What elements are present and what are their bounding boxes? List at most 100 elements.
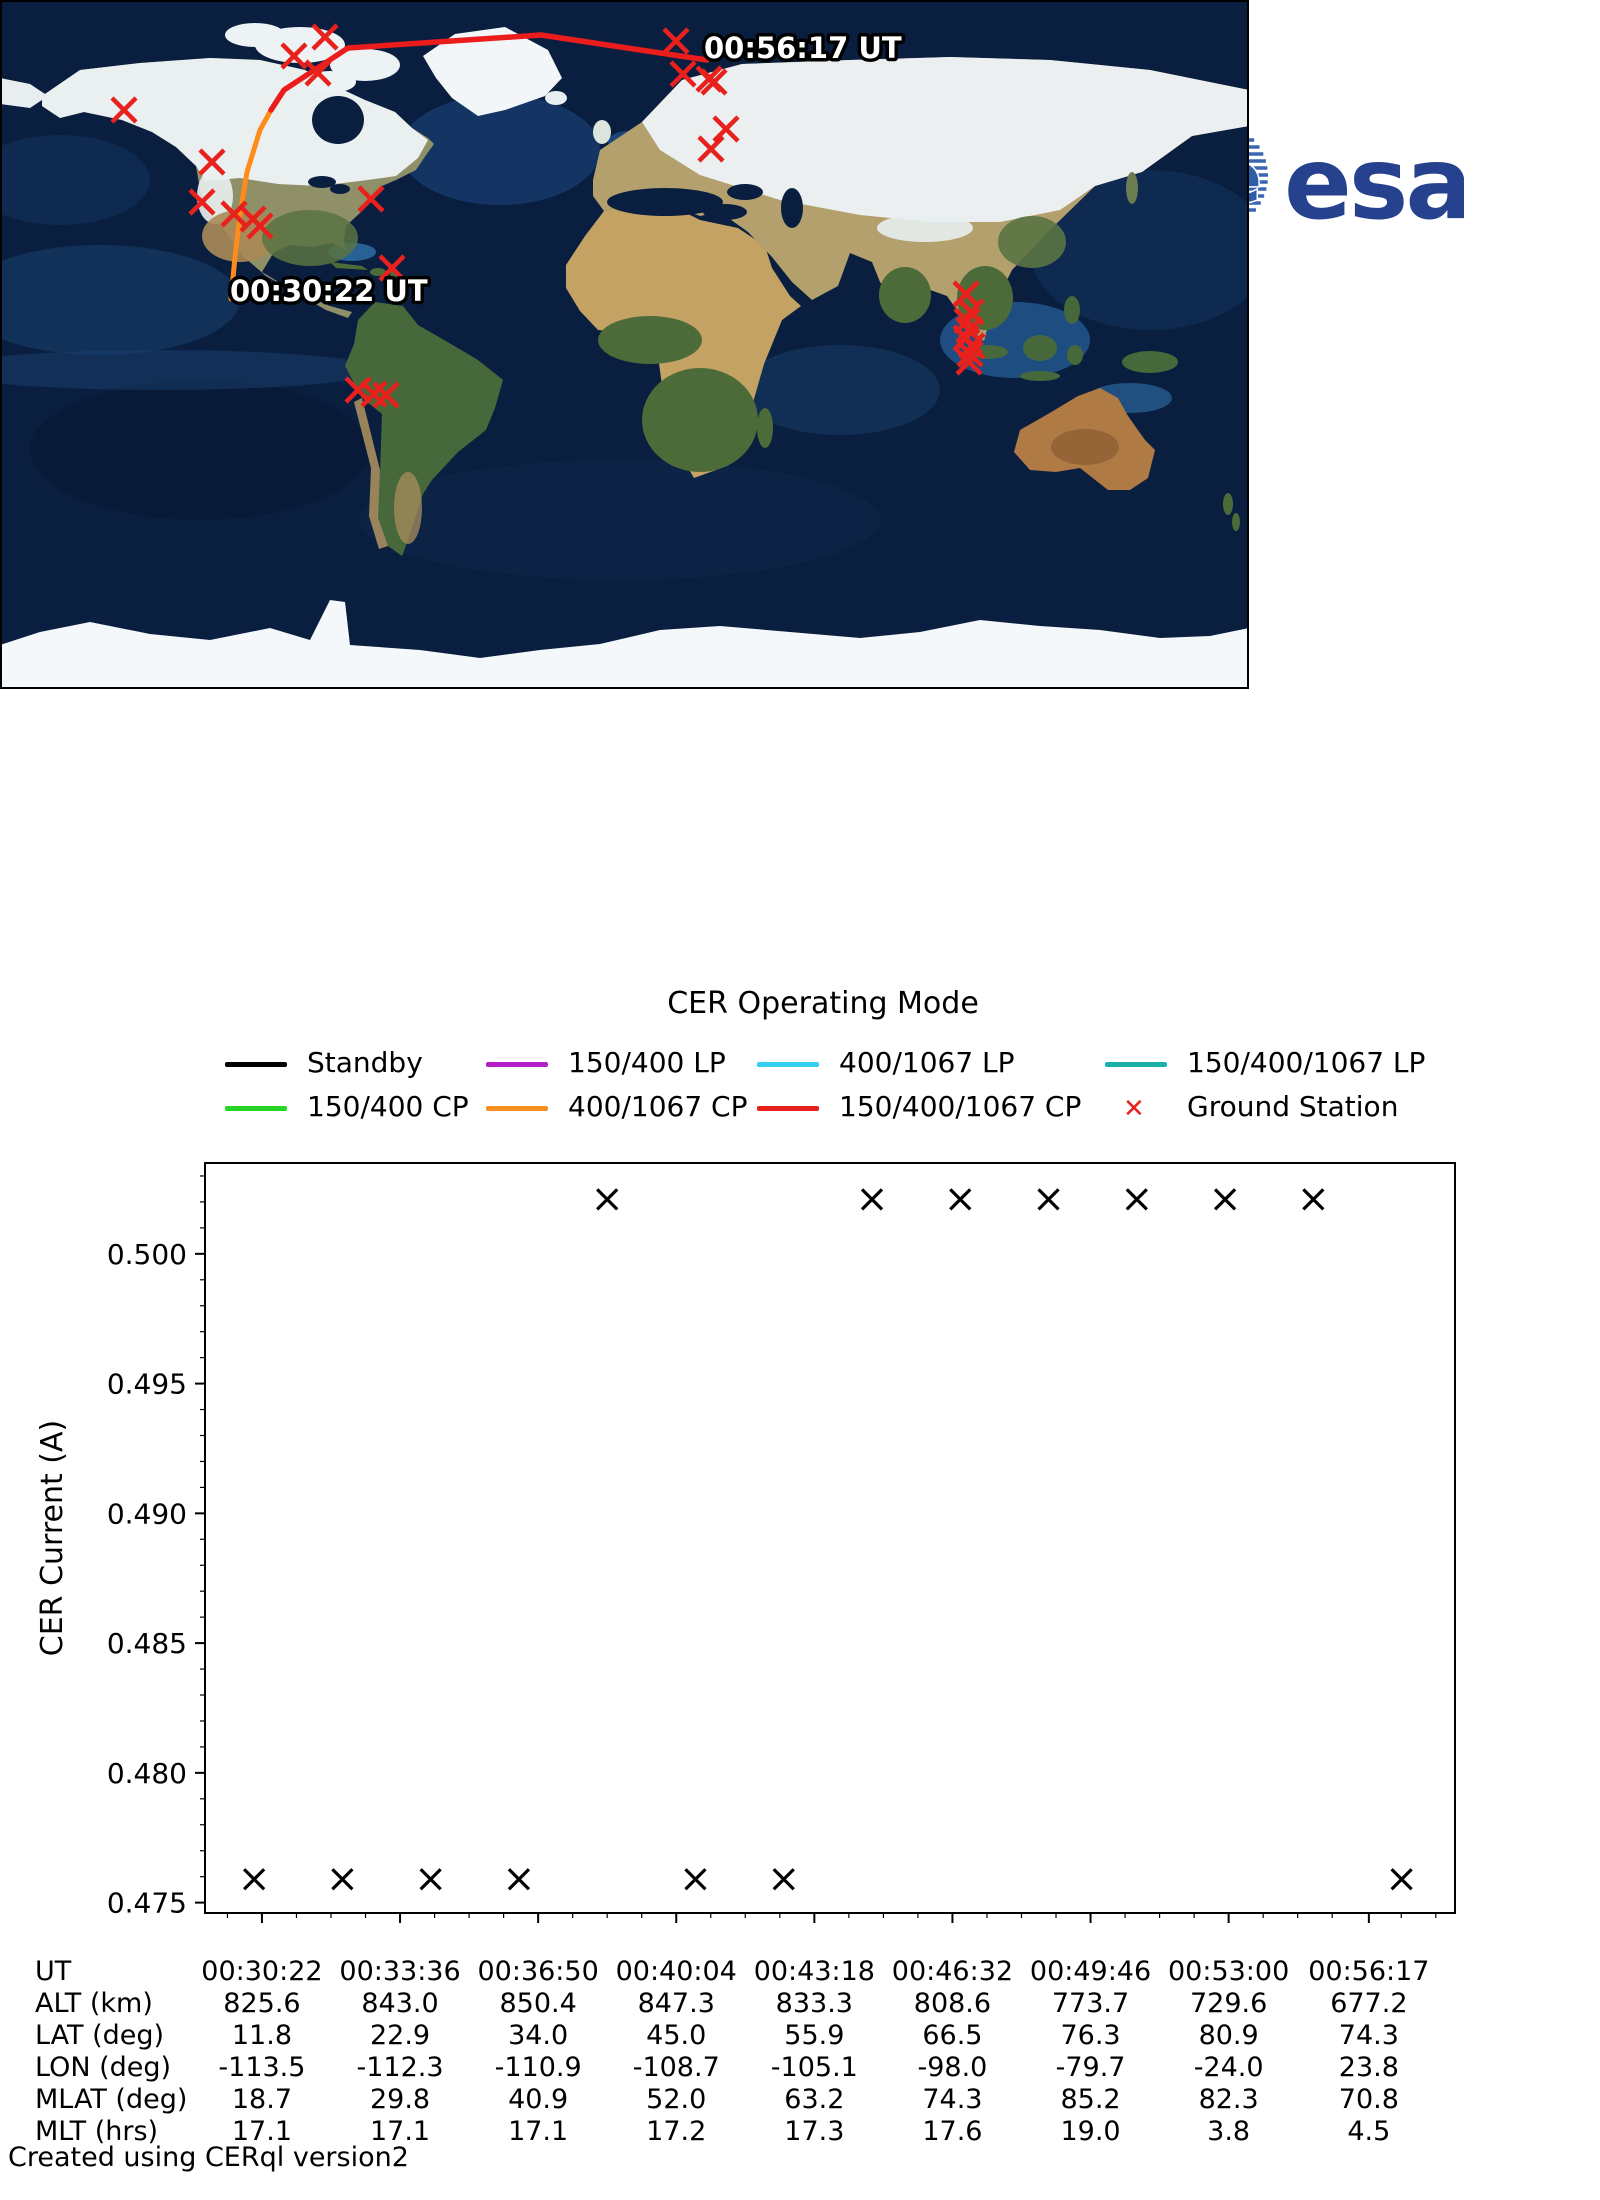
landmass — [345, 302, 503, 556]
esa-wordmark: esa — [1284, 125, 1464, 242]
land-detail — [879, 267, 931, 323]
scatter-point — [1390, 1868, 1413, 1891]
table-cell: 18.7 — [231, 2084, 292, 2115]
table-cell: -79.7 — [1055, 2052, 1126, 2083]
legend-swatch-400-1067-lp — [757, 1062, 819, 1067]
ground-station-marker — [188, 188, 216, 216]
legend-label: Standby — [307, 1046, 423, 1079]
y-tick-label: 0.485 — [107, 1627, 187, 1660]
table-cell: 00:46:32 — [891, 1956, 1014, 1987]
ocean-shade — [400, 95, 600, 205]
ground-station-marker — [344, 376, 372, 404]
orbit-track-400-1067-cp — [228, 107, 274, 302]
land-detail — [370, 268, 386, 276]
legend-swatch-150-400-lp — [486, 1062, 548, 1067]
table-row-header: MLAT (deg) — [35, 2084, 188, 2115]
table-cell: 66.5 — [922, 2020, 983, 2051]
land-detail — [262, 210, 358, 266]
ground-station-marker — [712, 115, 740, 143]
land-detail — [998, 216, 1066, 268]
legend-title: CER Operating Mode — [667, 986, 979, 1021]
table-cell: -105.1 — [770, 2052, 858, 2083]
table-cell: 17.2 — [646, 2116, 707, 2147]
land-detail — [607, 188, 723, 216]
scatter-point — [772, 1868, 795, 1891]
ground-track-map: 00:30:22 UT 00:56:17 UT — [0, 0, 1249, 689]
scatter-point — [1302, 1188, 1325, 1211]
legend-label: 150/400 CP — [307, 1090, 469, 1123]
track-end-time-label: 00:56:17 UT — [704, 31, 902, 65]
land-detail — [308, 176, 336, 188]
ground-station-marker — [662, 27, 690, 55]
legend-label: 400/1067 CP — [568, 1090, 748, 1123]
scatter-point — [949, 1188, 972, 1211]
land-detail — [330, 184, 350, 194]
table-cell: 74.3 — [922, 2084, 983, 2115]
table-cell: 773.7 — [1051, 1988, 1130, 2019]
table-cell: 00:49:46 — [1029, 1956, 1152, 1987]
scatter-point — [860, 1188, 884, 1211]
table-cell: -112.3 — [356, 2052, 444, 2083]
track-start-time-label: 00:30:22 UT — [230, 274, 428, 308]
ground-station-marker — [304, 59, 332, 87]
table-cell: 82.3 — [1198, 2084, 1259, 2115]
table-row-header: ALT (km) — [35, 1988, 153, 2019]
table-cell: 17.1 — [508, 2116, 569, 2147]
table-cell: 850.4 — [499, 1988, 577, 2019]
table-cell: 19.0 — [1060, 2116, 1121, 2147]
table-cell: 80.9 — [1198, 2020, 1259, 2051]
scatter-point — [1125, 1188, 1148, 1211]
scatter-point — [419, 1868, 442, 1891]
ocean-shade — [0, 135, 150, 225]
land-detail — [727, 184, 763, 200]
land-detail — [1122, 351, 1178, 373]
land-detail — [312, 96, 364, 144]
ocean-shade — [1030, 170, 1249, 330]
legend-label: Ground Station — [1187, 1090, 1399, 1123]
legend-swatch-150-400-cp — [225, 1106, 287, 1111]
scatter-point — [507, 1868, 531, 1891]
legend-label: 400/1067 LP — [839, 1046, 1015, 1079]
table-cell: -108.7 — [632, 2052, 720, 2083]
land-detail — [545, 91, 567, 105]
scatter-point — [1213, 1188, 1237, 1211]
land-detail — [642, 368, 758, 472]
table-cell: 677.2 — [1330, 1988, 1408, 2019]
table-cell: 29.8 — [369, 2084, 431, 2115]
legend-ground-station-x-icon: ✕ — [1123, 1094, 1145, 1124]
y-tick-label: 0.490 — [107, 1497, 187, 1530]
table-cell: 00:36:50 — [477, 1956, 599, 1987]
ground-station-marker — [955, 348, 983, 376]
table-cell: 11.8 — [231, 2020, 292, 2051]
landmass — [354, 398, 388, 549]
table-cell: 833.3 — [775, 1988, 853, 2019]
table-cell: 729.6 — [1189, 1988, 1268, 2019]
legend-swatch-standby — [225, 1062, 287, 1067]
land-detail — [394, 472, 422, 544]
table-cell: -110.9 — [494, 2052, 582, 2083]
scatter-point — [1037, 1188, 1060, 1211]
table-cell: 00:56:17 — [1308, 1956, 1430, 1987]
table-cell: 34.0 — [508, 2020, 569, 2051]
land-detail — [1064, 296, 1080, 324]
land-detail — [225, 23, 285, 47]
table-cell: 17.3 — [784, 2116, 845, 2147]
land-detail — [1067, 345, 1083, 365]
orbit-track-150-400-1067-cp — [268, 32, 710, 113]
table-cell: 00:40:04 — [615, 1956, 737, 1987]
table-cell: 45.0 — [646, 2020, 707, 2051]
land-detail — [598, 316, 702, 364]
land-detail — [757, 408, 773, 448]
y-axis-label: CER Current (A) — [35, 1420, 70, 1656]
table-cell: -24.0 — [1193, 2052, 1264, 2083]
ocean-shade — [30, 380, 370, 520]
ground-station-marker — [110, 96, 138, 124]
table-cell: 23.8 — [1338, 2052, 1399, 2083]
landmass — [423, 27, 562, 116]
legend-swatch-150-400-1067-lp — [1105, 1062, 1167, 1067]
table-cell: -98.0 — [917, 2052, 988, 2083]
map-border — [0, 0, 1249, 689]
table-row-header: LON (deg) — [35, 2052, 172, 2083]
ocean-shade — [0, 245, 240, 355]
